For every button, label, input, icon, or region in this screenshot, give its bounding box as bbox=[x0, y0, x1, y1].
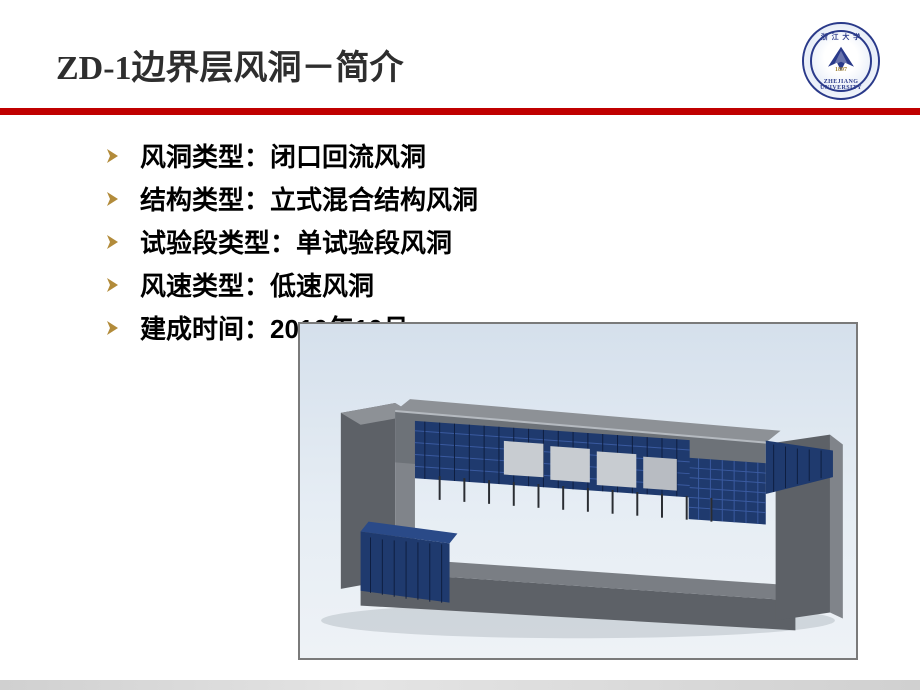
wind-tunnel-figure bbox=[298, 322, 858, 660]
page-title: ZD-1边界层风洞－简介 bbox=[56, 40, 404, 89]
accent-bar bbox=[0, 108, 920, 115]
bullet-text: 结构类型：立式混合结构风洞 bbox=[140, 180, 478, 217]
bullet-text: 试验段类型：单试验段风洞 bbox=[140, 223, 452, 260]
slide: ZD-1边界层风洞－简介 浙 江 大 学 1897 ZHEJIANG UNIVE… bbox=[0, 0, 920, 690]
footer-shadow bbox=[0, 680, 920, 690]
list-item: 风速类型：低速风洞 bbox=[104, 266, 870, 303]
bullet-text: 风速类型：低速风洞 bbox=[140, 266, 374, 303]
chevron-right-icon bbox=[104, 190, 122, 208]
logo-text-bottom: ZHEJIANG UNIVERSITY bbox=[804, 79, 878, 91]
logo-year: 1897 bbox=[835, 67, 847, 73]
title-row: ZD-1边界层风洞－简介 浙 江 大 学 1897 ZHEJIANG UNIVE… bbox=[50, 40, 870, 100]
bullet-text: 风洞类型：闭口回流风洞 bbox=[140, 137, 426, 174]
list-item: 试验段类型：单试验段风洞 bbox=[104, 223, 870, 260]
chevron-right-icon bbox=[104, 147, 122, 165]
bullet-list: 风洞类型：闭口回流风洞 结构类型：立式混合结构风洞 试验段类型：单试验段风洞 风… bbox=[104, 137, 870, 346]
chevron-right-icon bbox=[104, 233, 122, 251]
list-item: 结构类型：立式混合结构风洞 bbox=[104, 180, 870, 217]
list-item: 风洞类型：闭口回流风洞 bbox=[104, 137, 870, 174]
wind-tunnel-diagram bbox=[300, 324, 856, 658]
university-logo: 浙 江 大 学 1897 ZHEJIANG UNIVERSITY bbox=[802, 22, 880, 100]
chevron-right-icon bbox=[104, 319, 122, 337]
logo-text-top: 浙 江 大 学 bbox=[804, 32, 878, 42]
chevron-right-icon bbox=[104, 276, 122, 294]
